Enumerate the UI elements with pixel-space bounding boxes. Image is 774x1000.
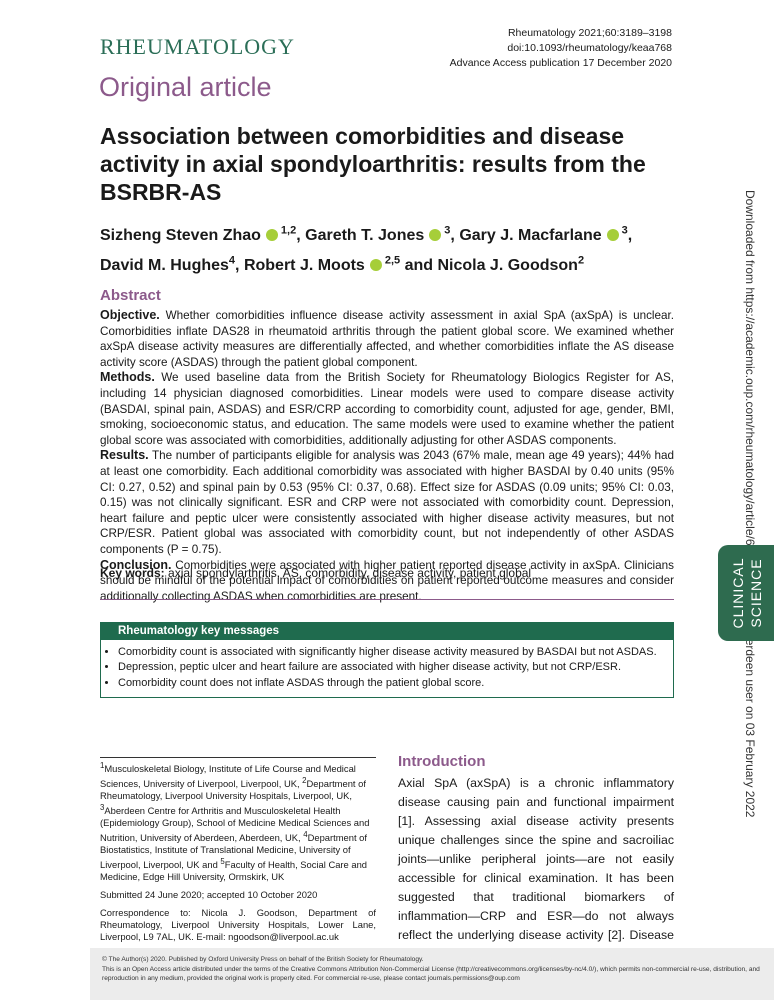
abstract-label: Methods. <box>100 370 155 385</box>
author: Robert J. Moots 2,5 and <box>243 254 434 274</box>
introduction-heading: Introduction <box>398 753 486 770</box>
author-name: Sizheng Steven Zhao <box>100 227 261 245</box>
affiliations: 1Musculoskeletal Biology, Institute of L… <box>100 760 376 883</box>
author-name: Robert J. Moots <box>243 256 365 274</box>
affiliation-number: 5 <box>220 856 225 866</box>
abstract-label: Results. <box>100 448 149 463</box>
orcid-icon <box>265 229 278 242</box>
orcid-icon <box>369 258 382 271</box>
abstract-section: Methods. We used baseline data from the … <box>100 370 674 448</box>
affiliation: 2Department of Rheumatology, Liverpool U… <box>100 776 366 802</box>
abstract-text: The number of participants eligible for … <box>100 449 674 556</box>
affiliation: 1Musculoskeletal Biology, Institute of L… <box>100 761 356 790</box>
abstract-section: Conclusion. Comorbidities were associate… <box>100 558 674 605</box>
affiliation: 4Department of Biostatistics, Institute … <box>100 829 367 870</box>
author: Sizheng Steven Zhao 1,2, <box>100 225 301 245</box>
key-messages-box: Rheumatology key messages Comorbidity co… <box>100 622 674 698</box>
section-tab: CLINICAL SCIENCE <box>718 545 774 641</box>
author: Gareth T. Jones 3, <box>305 225 455 245</box>
section-tab-label: SCIENCE <box>748 558 764 628</box>
key-messages-list: Comorbidity count is associated with sig… <box>101 645 657 691</box>
author-affiliation: 2,5 <box>384 254 401 267</box>
author-name: David M. Hughes <box>100 256 229 274</box>
abstract: Objective. Whether comorbidities influen… <box>100 308 674 604</box>
affiliation-text: Aberdeen Centre for Arthritis and Muscul… <box>100 805 370 844</box>
orcid-icon <box>429 229 442 242</box>
license: This is an Open Access article distribut… <box>102 966 760 982</box>
abstract-section: Objective. Whether comorbidities influen… <box>100 308 674 370</box>
key-messages-heading: Rheumatology key messages <box>101 623 673 640</box>
abstract-label: Objective. <box>100 308 160 322</box>
author-affiliation: 3 <box>444 225 451 237</box>
affiliation-number: 3 <box>100 802 105 812</box>
author-name: Nicola J. Goodson <box>437 256 578 274</box>
article-type: Original article <box>99 72 272 102</box>
affiliation-text: Department of Rheumatology, Liverpool Un… <box>100 778 366 802</box>
abstract-section: Results. The number of participants elig… <box>100 448 674 557</box>
author-list: Sizheng Steven Zhao 1,2, Gareth T. Jones 3… <box>100 219 674 278</box>
affiliation-text: Musculoskeletal Biology, Institute of Li… <box>100 763 356 790</box>
author-separator: , <box>627 227 633 245</box>
article-title: Association between comorbidities and di… <box>100 123 646 205</box>
download-note: y of Aberdeen user on 03 February 2022 <box>743 602 757 818</box>
author-separator: , <box>450 227 455 245</box>
abstract-label: Conclusion. <box>100 557 172 572</box>
author-affiliation: 3 <box>621 225 628 237</box>
author: Gary J. Macfarlane 3, <box>459 225 633 245</box>
footnote-rule <box>100 757 376 758</box>
key-message: Comorbidity count is associated with sig… <box>118 645 657 660</box>
affiliation-number: 1 <box>100 761 105 770</box>
author-affiliation: 4 <box>228 254 236 267</box>
author-separator: , <box>235 256 240 274</box>
abstract-text: We used baseline data from the British S… <box>100 371 675 447</box>
author: Nicola J. Goodson2 <box>437 254 585 274</box>
affiliation-number: 2 <box>302 776 307 786</box>
citation: Rheumatology 2021;60:3189–3198 <box>507 27 672 39</box>
key-message: Comorbidity count does not inflate ASDAS… <box>118 676 657 691</box>
keywords: Key words: axial spondylarthritis, AS, c… <box>100 566 674 580</box>
citation-block: Rheumatology 2021;60:3189–3198 doi:10.10… <box>450 26 672 71</box>
author-affiliation: 1,2 <box>280 225 297 237</box>
keywords-text: axial spondylarthritis, AS, comorbidity,… <box>168 566 532 580</box>
author-name: Gary J. Macfarlane <box>459 227 602 245</box>
abstract-text: Whether comorbidities influence disease … <box>100 309 674 369</box>
author: David M. Hughes4, <box>100 254 240 274</box>
correspondence: Correspondence to: Nicola J. Goodson, De… <box>100 906 376 942</box>
author-separator: , <box>296 227 301 245</box>
abstract-text: Comorbidities were associated with highe… <box>100 558 674 603</box>
copyright: © The Author(s) 2020. Published by Oxfor… <box>102 956 424 963</box>
affiliation: 5Faculty of Health, Social Care and Medi… <box>100 856 368 882</box>
journal-name: RHEUMATOLOGY <box>100 34 295 59</box>
key-message: Depression, peptic ulcer and heart failu… <box>118 660 657 675</box>
author-affiliation: 2 <box>577 254 585 267</box>
advance-access: Advance Access publication 17 December 2… <box>449 57 672 69</box>
affiliation-number: 4 <box>303 829 308 839</box>
keywords-label: Key words: <box>100 566 165 580</box>
affiliation-text: Faculty of Health, Social Care and Medic… <box>100 858 368 882</box>
affiliation-text: Department of Biostatistics, Institute o… <box>100 832 367 870</box>
author-separator: and <box>400 256 434 274</box>
footnotes: 1Musculoskeletal Biology, Institute of L… <box>100 760 376 948</box>
author-name: Gareth T. Jones <box>305 227 425 245</box>
affiliation: 3Aberdeen Centre for Arthritis and Muscu… <box>100 802 370 844</box>
orcid-icon <box>606 229 619 242</box>
divider <box>100 599 674 600</box>
doi: doi:10.1093/rheumatology/keaa768 <box>507 42 672 54</box>
section-tab-label: CLINICAL <box>730 557 746 629</box>
submitted: Submitted 24 June 2020; accepted 10 Octo… <box>100 888 318 900</box>
abstract-heading: Abstract <box>100 287 161 304</box>
footer: © The Author(s) 2020. Published by Oxfor… <box>90 948 774 1000</box>
download-note: Downloaded from https://academic.oup.com… <box>743 190 757 609</box>
